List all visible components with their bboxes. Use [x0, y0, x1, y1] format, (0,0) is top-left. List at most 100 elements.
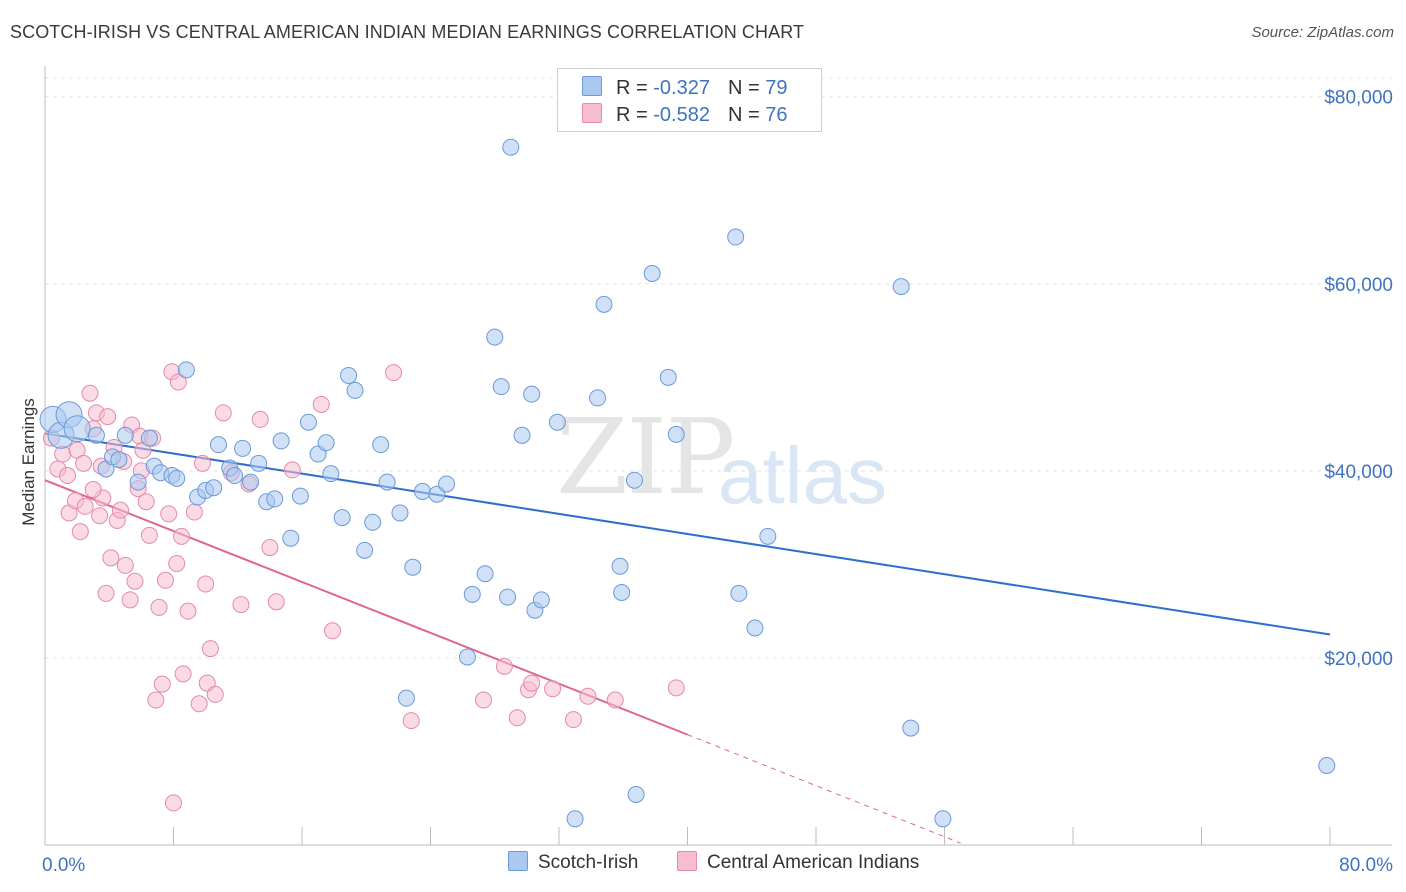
blue-point-15 [177, 361, 195, 379]
blue-point-51 [492, 378, 510, 396]
pink-point-8 [75, 454, 93, 472]
blue-point-47 [458, 648, 476, 666]
correlation-legend: R = -0.327 N = 79 R = -0.582 N = 76 [557, 68, 822, 132]
blue-point-72 [759, 527, 777, 545]
tick-labels: $20,000 $40,000 $60,000 $80,000 0.0% 80.0% [42, 88, 1393, 876]
x-tick-label-min: 0.0% [42, 855, 85, 876]
blue-point-36 [346, 381, 364, 399]
blue-point-38 [364, 513, 382, 531]
blue-point-33 [322, 465, 340, 483]
blue-point-40 [378, 473, 396, 491]
pink-point-47 [193, 454, 211, 472]
pink-point-51 [206, 685, 224, 703]
blue-point-41 [391, 504, 409, 522]
pink-point-23 [116, 556, 134, 574]
pink-point-48 [197, 575, 215, 593]
blue-point-32 [317, 434, 335, 452]
blue-point-10 [140, 429, 158, 447]
blue-point-66 [643, 264, 661, 282]
pink-point-58 [283, 461, 301, 479]
blue-point-21 [226, 467, 244, 485]
blue-point-55 [523, 385, 541, 403]
trend-line-central-american-indians [44, 479, 688, 736]
blue-point-48 [463, 585, 481, 603]
blue-point-30 [299, 413, 317, 431]
pink-point-35 [153, 675, 171, 693]
legend-label: Scotch-Irish [538, 852, 639, 873]
watermark-atlas: atlas [718, 431, 887, 520]
pink-point-16 [97, 584, 115, 602]
pink-point-75 [84, 481, 102, 499]
legend-swatch-blue [508, 851, 528, 871]
pink-point-52 [214, 404, 232, 422]
blue-point-68 [667, 425, 685, 443]
blue-point-58 [548, 413, 566, 431]
blue-point-71 [746, 619, 764, 637]
pink-point-10 [81, 384, 99, 402]
blue-point-28 [282, 529, 300, 547]
legend-n-value: 79 [765, 77, 788, 99]
legend-r-label: R = [616, 77, 654, 99]
blue-point-46 [438, 475, 456, 493]
pink-point-57 [267, 593, 285, 611]
blue-point-9 [129, 473, 147, 491]
blue-point-50 [486, 328, 504, 346]
legend-label: Central American Indians [707, 852, 920, 873]
series-legend: Scotch-Irish Central American Indians [0, 851, 1406, 877]
pink-point-30 [137, 493, 155, 511]
blue-point-43 [404, 558, 422, 576]
blue-point-61 [595, 295, 613, 313]
pink-point-65 [508, 709, 526, 727]
blue-point-65 [627, 785, 645, 803]
watermark-zip: ZIP [556, 396, 735, 518]
grid-lines [45, 77, 1392, 659]
legend-item-scotch-irish[interactable]: Scotch-Irish [508, 851, 638, 874]
legend-r-value: -0.582 [653, 104, 710, 126]
legend-swatch-pink [582, 103, 602, 123]
y-axis-label: Median Earnings [19, 398, 38, 526]
legend-r-value: -0.327 [653, 77, 710, 99]
blue-point-3 [63, 415, 91, 443]
blue-point-37 [356, 541, 374, 559]
pink-point-72 [667, 679, 685, 697]
pink-point-56 [251, 410, 269, 428]
blue-point-70 [730, 584, 748, 602]
pink-point-62 [402, 712, 420, 730]
trend-lines [44, 432, 1331, 844]
pink-point-70 [579, 687, 597, 705]
blue-point-63 [613, 583, 631, 601]
blue-point-19 [209, 436, 227, 454]
legend-r-label: R = [616, 104, 654, 126]
pink-point-21 [111, 501, 129, 519]
pink-point-46 [190, 695, 208, 713]
legend-n-value: 76 [765, 104, 788, 126]
legend-n-label: N = [727, 77, 766, 99]
pink-point-13 [91, 507, 109, 525]
pink-point-61 [385, 364, 403, 382]
blue-point-75 [934, 810, 952, 828]
blue-point-60 [589, 389, 607, 407]
legend-row-scotch-irish: R = -0.327 N = 79 [582, 76, 787, 100]
pink-point-43 [174, 665, 192, 683]
pink-point-54 [232, 596, 250, 614]
blue-point-57 [532, 591, 550, 609]
legend-item-central-american-indians[interactable]: Central American Indians [677, 851, 919, 874]
y-tick-label-3: $80,000 [1324, 88, 1393, 109]
series-central-american-indians [42, 363, 685, 812]
pink-point-59 [312, 395, 330, 413]
blue-point-39 [372, 436, 390, 454]
pink-point-42 [173, 527, 191, 545]
blue-point-24 [250, 454, 268, 472]
source-label: Source: ZipAtlas.com [1251, 24, 1394, 41]
blue-point-54 [513, 426, 531, 444]
blue-point-42 [397, 689, 415, 707]
pink-point-7 [71, 523, 89, 541]
series-scotch-irish [39, 138, 1336, 828]
pink-point-26 [126, 572, 144, 590]
blue-point-67 [659, 368, 677, 386]
pink-point-9 [76, 497, 94, 515]
pink-point-71 [606, 691, 624, 709]
blue-point-23 [242, 473, 260, 491]
legend-swatch-pink [677, 851, 697, 871]
